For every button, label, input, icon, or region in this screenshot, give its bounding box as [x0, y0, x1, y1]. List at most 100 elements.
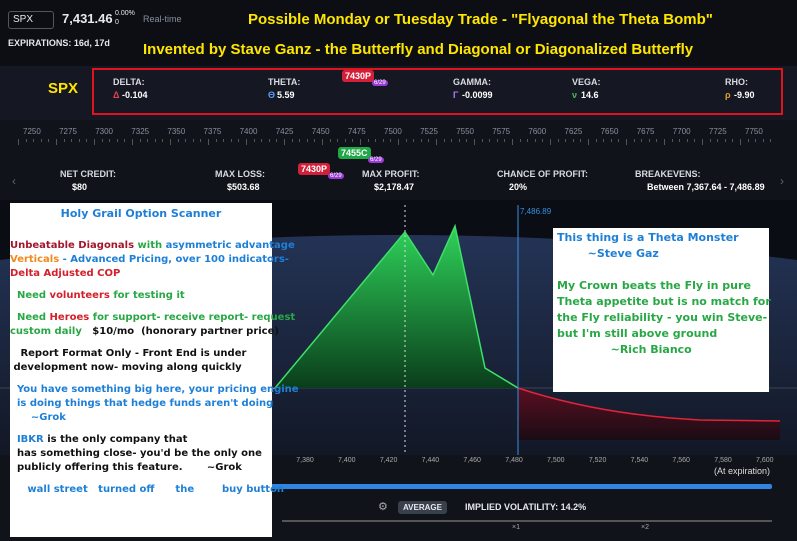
ruler-tick — [253, 139, 255, 142]
ruler-label: 7600 — [528, 127, 547, 136]
note-text: development now- moving along quickly — [10, 362, 242, 373]
ruler-tick — [398, 139, 399, 145]
ruler-tick — [360, 139, 361, 145]
profit-line — [274, 223, 519, 389]
ruler-tick — [443, 139, 445, 142]
ruler-tick — [512, 139, 513, 145]
ruler-tick — [215, 139, 217, 142]
title: Invented by Stave Ganz - the Butterfly a… — [143, 41, 694, 58]
settings-icon[interactable]: ⚙ — [378, 501, 388, 513]
ruler-tick — [375, 139, 377, 142]
greek-value: 5.59 — [277, 90, 295, 100]
ruler-tick — [694, 139, 696, 142]
ruler-tick — [25, 139, 27, 142]
next-arrow[interactable]: › — [780, 174, 784, 188]
x-tick-label: 7,400 — [338, 457, 356, 464]
symbol-input[interactable]: SPX — [8, 11, 54, 29]
ruler-tick — [322, 139, 323, 145]
ruler-label: 7325 — [131, 127, 150, 136]
ruler-tick — [56, 139, 57, 145]
note-line: but I'm still above ground — [557, 326, 769, 342]
x-tick-label: 7,480 — [505, 457, 523, 464]
ruler-tick — [390, 139, 392, 142]
note-text: This thing is a Theta Monster — [557, 231, 739, 244]
mode-select[interactable]: AVERAGE — [398, 501, 447, 514]
price: 7,431.46 — [62, 11, 113, 26]
note-text: wall street turned off the buy button — [10, 484, 285, 495]
ruler-tick — [185, 139, 187, 142]
ruler-tick — [610, 139, 612, 142]
ruler-tick — [71, 139, 73, 142]
ruler-tick — [451, 139, 453, 142]
greek-symbol: Γ — [453, 90, 459, 100]
strike-expiry: 6/29 — [328, 173, 344, 179]
strike-tag: 7455C — [338, 147, 371, 159]
ruler-tick — [671, 139, 673, 142]
note-text: Holy Grail Option Scanner — [60, 207, 222, 220]
greek-name: THETA: — [268, 77, 301, 87]
change: 0.00% — [115, 10, 135, 17]
ruler-tick — [306, 139, 308, 142]
note-line: Holy Grail Option Scanner — [10, 207, 272, 221]
ruler-tick — [588, 139, 589, 145]
ruler-tick — [352, 139, 354, 142]
ruler-tick — [458, 139, 460, 142]
note-text: for testing it — [109, 290, 185, 301]
note-text: Need — [10, 290, 50, 301]
note-line: Need volunteers for testing it — [10, 289, 272, 303]
stat-label: BREAKEVENS: — [635, 169, 701, 179]
ruler-tick — [664, 139, 665, 145]
ruler-tick — [40, 139, 42, 142]
greek-symbol: ν — [572, 90, 578, 100]
greek-name: DELTA: — [113, 77, 145, 87]
greek-value: -0.0099 — [462, 90, 493, 100]
iv-label: IMPLIED VOLATILITY: 14.2% — [465, 502, 587, 512]
note-text: Theta appetite but is no match for — [557, 295, 771, 308]
ruler-tick — [740, 139, 741, 145]
ruler-tick — [755, 139, 757, 142]
ruler-tick — [299, 139, 301, 142]
greeks-bar — [0, 66, 797, 120]
ruler-tick — [162, 139, 164, 142]
ruler-label: 7525 — [420, 127, 438, 136]
greeks-label: SPX — [48, 80, 79, 97]
x-ticks: 7,380 7,400 7,420 7,440 7,460 7,480 7,500 7,520… — [296, 457, 773, 464]
zoom-label: ×2 — [641, 524, 649, 531]
ruler-tick — [405, 139, 407, 142]
ruler-label: 7675 — [636, 127, 655, 136]
ruler-tick — [268, 139, 270, 142]
greek-value: 14.6 — [581, 90, 599, 100]
note-text: the Fly reliability - you win Steve- — [557, 311, 768, 324]
ruler-label: 7575 — [492, 127, 511, 136]
note-text: ~Grok — [182, 462, 242, 473]
ruler-tick — [565, 139, 567, 142]
note-line: development now- moving along quickly — [10, 361, 272, 375]
note-text: Heroes — [49, 312, 90, 323]
ruler-tick — [48, 139, 50, 142]
ruler-tick — [770, 139, 772, 142]
ruler-tick — [109, 139, 111, 142]
ruler-tick — [436, 139, 437, 145]
note-line: Need Heroes for support- receive report-… — [10, 311, 295, 325]
ruler-tick — [33, 139, 35, 142]
iv-slider[interactable] — [282, 520, 772, 522]
greek-value: -9.90 — [734, 90, 755, 100]
note-line: ~Steve Gaz — [557, 246, 769, 262]
note-text: ~Grok — [10, 412, 66, 423]
note-line: Report Format Only - Front End is under — [10, 347, 272, 361]
ruler-label: 7450 — [311, 127, 330, 136]
note-text: ~Rich Bianco — [557, 343, 692, 356]
note-text: Unbeatable Diagonals — [10, 240, 135, 251]
ruler-tick — [686, 139, 688, 142]
ruler-tick — [78, 139, 80, 142]
x-tick-label: 7,540 — [631, 457, 649, 464]
loss-line — [517, 387, 781, 422]
ruler-tick — [344, 139, 346, 142]
prev-arrow[interactable]: ‹ — [12, 174, 16, 188]
note-line: Unbeatable Diagonals with asymmetric adv… — [10, 239, 295, 253]
note-text: asymmetric advantage — [165, 240, 295, 251]
ruler-tick — [534, 139, 536, 142]
ruler-tick — [428, 139, 430, 142]
strike-expiry: 6/29 — [368, 157, 384, 163]
ruler-tick — [18, 139, 19, 145]
